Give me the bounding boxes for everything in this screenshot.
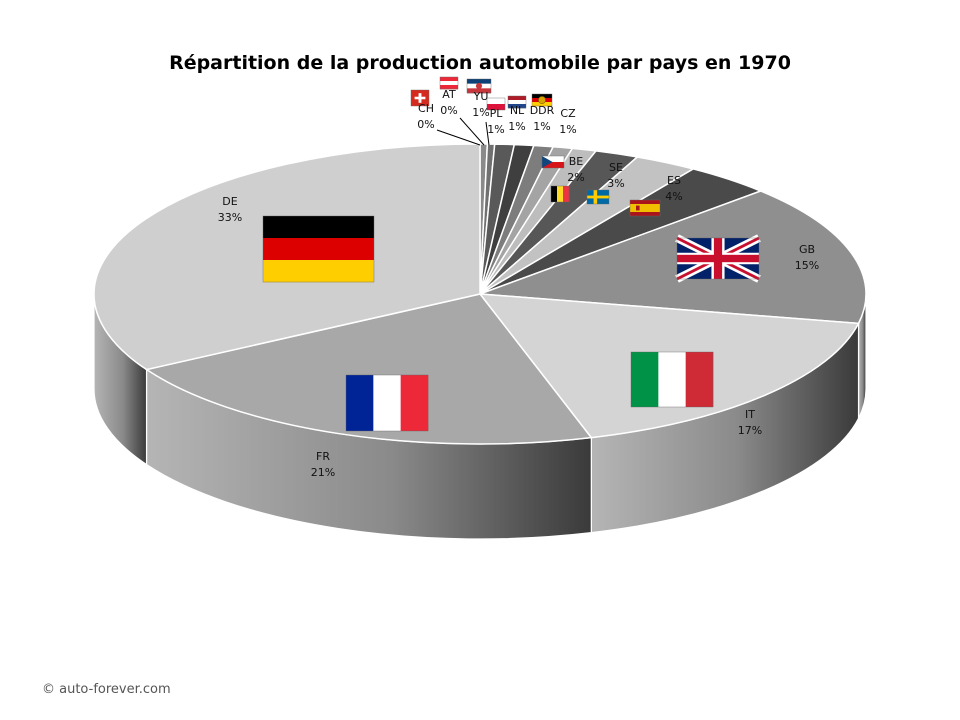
label-nl: NL	[510, 104, 525, 117]
leader-line-ch	[436, 129, 481, 146]
percent-at: 0%	[440, 104, 457, 117]
label-ddr: DDR	[530, 104, 555, 117]
label-cz: CZ	[560, 107, 576, 120]
percent-es: 4%	[665, 190, 682, 203]
italy-flag-icon	[630, 351, 714, 408]
copyright-credit: © auto-forever.com	[42, 682, 171, 697]
leader-line-at	[459, 117, 485, 146]
label-gb: GB	[799, 243, 815, 256]
poland-flag-icon	[486, 97, 506, 111]
flags-layer	[262, 76, 761, 432]
label-fr: FR	[316, 450, 330, 463]
label-yu: YU	[473, 90, 489, 103]
percent-nl: 1%	[508, 120, 525, 133]
label-es: ES	[667, 174, 681, 187]
sweden-flag-icon	[586, 189, 610, 205]
percent-cz: 1%	[559, 123, 576, 136]
yugoslavia-flag-icon	[466, 78, 492, 94]
united-kingdom-flag-icon	[675, 234, 761, 283]
switzerland-flag-icon	[410, 89, 430, 107]
label-de: DE	[222, 195, 237, 208]
label-se: SE	[609, 161, 623, 174]
czechoslovakia-flag-icon	[541, 155, 565, 169]
chart-title: Répartition de la production automobile …	[169, 52, 791, 74]
france-flag-icon	[345, 374, 429, 432]
percent-ddr: 1%	[533, 120, 550, 133]
label-pl: PL	[490, 107, 504, 120]
pie-slice-fr	[144, 293, 593, 445]
percent-ch: 0%	[417, 118, 434, 131]
label-it: IT	[745, 408, 755, 421]
belgium-flag-icon	[550, 185, 570, 203]
percent-gb: 15%	[795, 259, 819, 272]
percent-fr: 21%	[311, 466, 335, 479]
label-ch: CH	[418, 102, 434, 115]
germany-flag-icon	[262, 215, 375, 283]
pie-top-layer	[93, 143, 867, 445]
east-germany-flag-icon	[531, 93, 553, 107]
pie-slice-gb	[479, 190, 867, 325]
percent-de: 33%	[218, 211, 242, 224]
netherlands-flag-icon	[507, 95, 527, 109]
leader-lines	[436, 117, 490, 146]
label-be: BE	[569, 155, 584, 168]
spain-flag-icon	[629, 199, 661, 217]
percent-be: 2%	[567, 171, 584, 184]
label-at: AT	[442, 88, 456, 101]
austria-flag-icon	[439, 76, 459, 90]
percent-it: 17%	[738, 424, 762, 437]
percent-se: 3%	[607, 177, 624, 190]
percent-pl: 1%	[487, 123, 504, 136]
percent-yu: 1%	[472, 106, 489, 119]
leader-line-yu	[485, 121, 490, 146]
